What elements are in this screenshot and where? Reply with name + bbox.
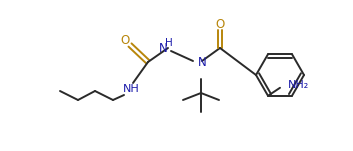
Text: NH₂: NH₂ <box>288 80 309 90</box>
Text: N: N <box>158 42 167 56</box>
Text: O: O <box>215 19 225 32</box>
Text: N: N <box>198 56 207 69</box>
Text: O: O <box>120 34 130 48</box>
Text: NH: NH <box>122 84 139 94</box>
Text: H: H <box>165 38 173 48</box>
